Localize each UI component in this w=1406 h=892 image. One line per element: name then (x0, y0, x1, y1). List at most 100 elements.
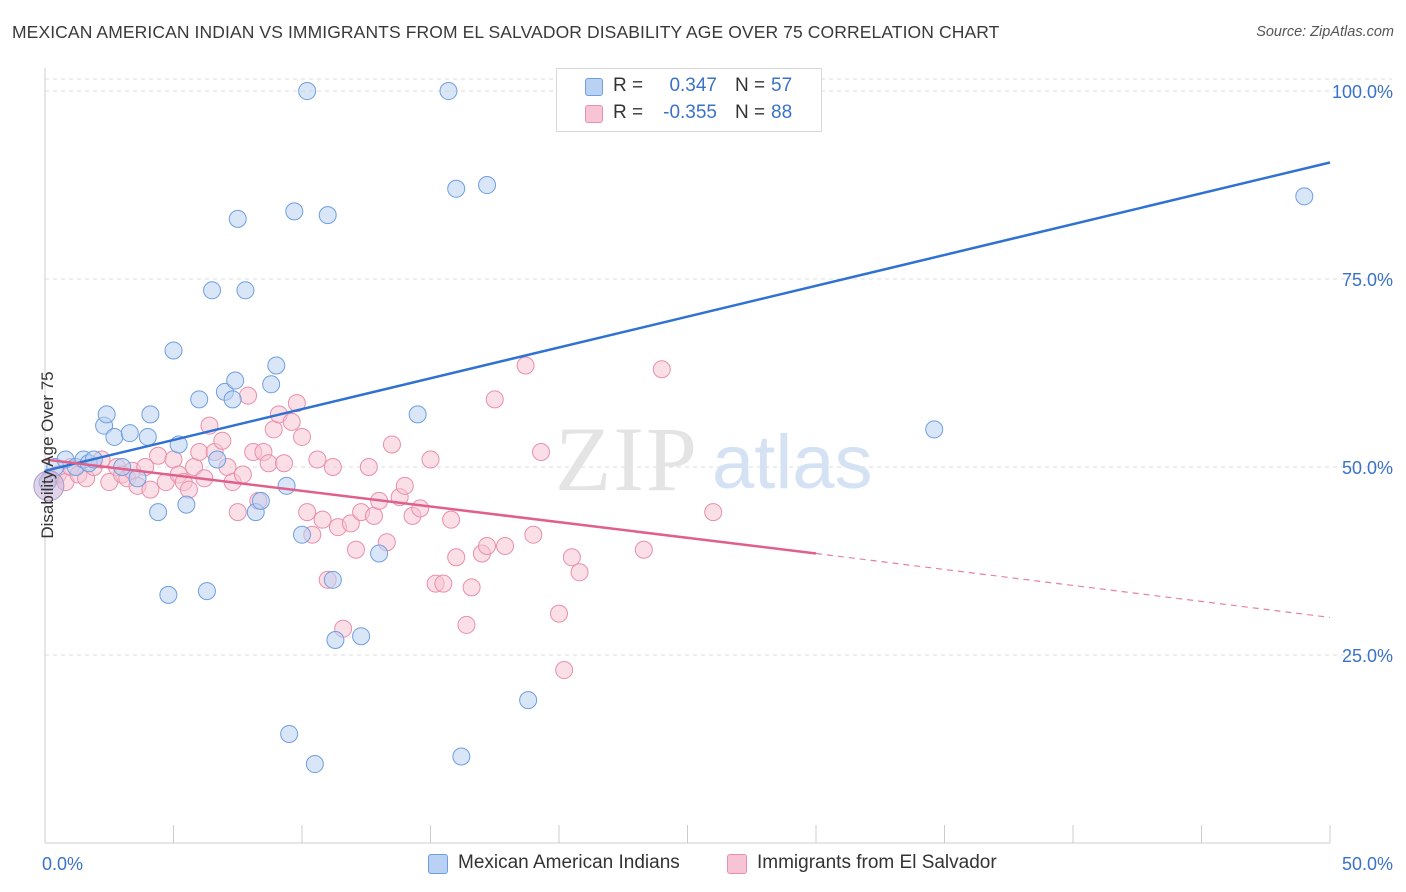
blue-point (293, 525, 311, 544)
pink-point (213, 431, 232, 450)
pink-point (532, 442, 551, 461)
watermark-atlas: atlas (712, 420, 873, 505)
blue-point (452, 747, 471, 766)
gridlines (45, 78, 1392, 656)
blue-point (149, 503, 168, 522)
tick-labels: 25.0% 50.0% 75.0% 100.0% 0.0% 50.0% (42, 82, 1393, 874)
y-tick-label: 25.0% (1342, 646, 1393, 666)
r-value: 0.347 (669, 75, 717, 96)
pink-point (275, 454, 294, 473)
blue-swatch-icon (428, 854, 448, 874)
n-value: 88 (771, 102, 793, 123)
pink-point (562, 548, 581, 567)
trend-lines (44, 161, 1331, 619)
blue-point (447, 179, 466, 198)
blue-point (141, 405, 160, 424)
blue-point (203, 281, 222, 300)
blue-point (120, 424, 139, 443)
n-value: 57 (771, 75, 793, 96)
pink-point (239, 386, 258, 405)
pink-point (524, 525, 543, 544)
blue-point (439, 82, 458, 101)
blue-point (326, 630, 345, 649)
y-tick-label: 100.0% (1332, 82, 1393, 102)
chart-title: MEXICAN AMERICAN INDIAN VS IMMIGRANTS FR… (12, 22, 1000, 42)
blue-point (164, 341, 183, 360)
stats-legend: R = 0.347 N = 57 R = -0.355 N = 88 (556, 68, 822, 132)
blue-point (267, 356, 286, 375)
blue-point (138, 427, 157, 446)
legend-label: Immigrants from El Salvador (757, 852, 997, 873)
pink-point (308, 450, 327, 469)
pink-trend-extension (815, 552, 1331, 619)
blue-point (262, 375, 281, 394)
pink-point (382, 435, 401, 454)
pink-points (41, 356, 723, 680)
n-label: N = (735, 75, 766, 96)
blue-point (370, 544, 389, 563)
blue-point (305, 755, 324, 774)
pink-point (516, 356, 535, 375)
series-legend: Mexican American Indians Immigrants from… (0, 852, 1406, 878)
pink-point (555, 661, 574, 680)
pink-point (346, 540, 365, 559)
watermark-zip: ZIP (555, 408, 699, 510)
pink-point (293, 427, 311, 446)
blue-point (280, 724, 299, 743)
pink-point (359, 458, 378, 477)
pink-point (179, 480, 198, 499)
blue-point (478, 176, 497, 195)
blue-point (251, 491, 270, 510)
pink-point (434, 574, 453, 593)
pink-point (395, 476, 414, 495)
y-axis-label: Disability Age Over 75 (38, 371, 57, 539)
pink-point (264, 420, 283, 439)
x-tick-label: 50.0% (1342, 854, 1393, 874)
pink-point (282, 412, 301, 431)
pink-point (485, 390, 504, 409)
pink-point (447, 548, 466, 567)
blue-point (228, 209, 247, 228)
watermark: ZIP atlas (555, 408, 873, 510)
pink-point (442, 510, 461, 529)
r-value: -0.355 (663, 102, 717, 123)
pink-point (421, 450, 440, 469)
blue-point (318, 206, 337, 225)
blue-trend-line (44, 161, 1331, 472)
n-label: N = (735, 102, 766, 123)
pink-point (233, 465, 252, 484)
pink-point (652, 360, 671, 379)
pink-trend-line (44, 458, 817, 555)
blue-point (208, 450, 227, 469)
blue-point (190, 390, 209, 409)
blue-point (285, 202, 304, 221)
axes (44, 68, 1331, 844)
blue-point (159, 585, 178, 604)
pink-point (149, 446, 168, 465)
pink-point (364, 506, 383, 525)
pink-point (478, 536, 497, 555)
pink-point (141, 480, 160, 499)
blue-point (105, 427, 124, 446)
pink-point (496, 536, 515, 555)
pink-point (570, 563, 589, 582)
blue-point (97, 405, 116, 424)
pink-point (457, 615, 476, 634)
pink-point (550, 604, 568, 623)
legend-label: Mexican American Indians (458, 852, 680, 873)
pink-point (341, 514, 360, 533)
pink-point (313, 510, 332, 529)
pink-point (164, 450, 183, 469)
pink-point (634, 540, 653, 559)
blue-point (177, 495, 196, 514)
r-label: R = (613, 102, 644, 123)
blue-point (925, 420, 944, 439)
pink-point (462, 578, 481, 597)
blue-point (408, 405, 427, 424)
x-tick-label: 0.0% (42, 854, 83, 874)
r-label: R = (613, 75, 644, 96)
blue-point (223, 390, 242, 409)
blue-point (236, 281, 255, 300)
pink-point (259, 454, 278, 473)
y-tick-label: 75.0% (1342, 270, 1393, 290)
